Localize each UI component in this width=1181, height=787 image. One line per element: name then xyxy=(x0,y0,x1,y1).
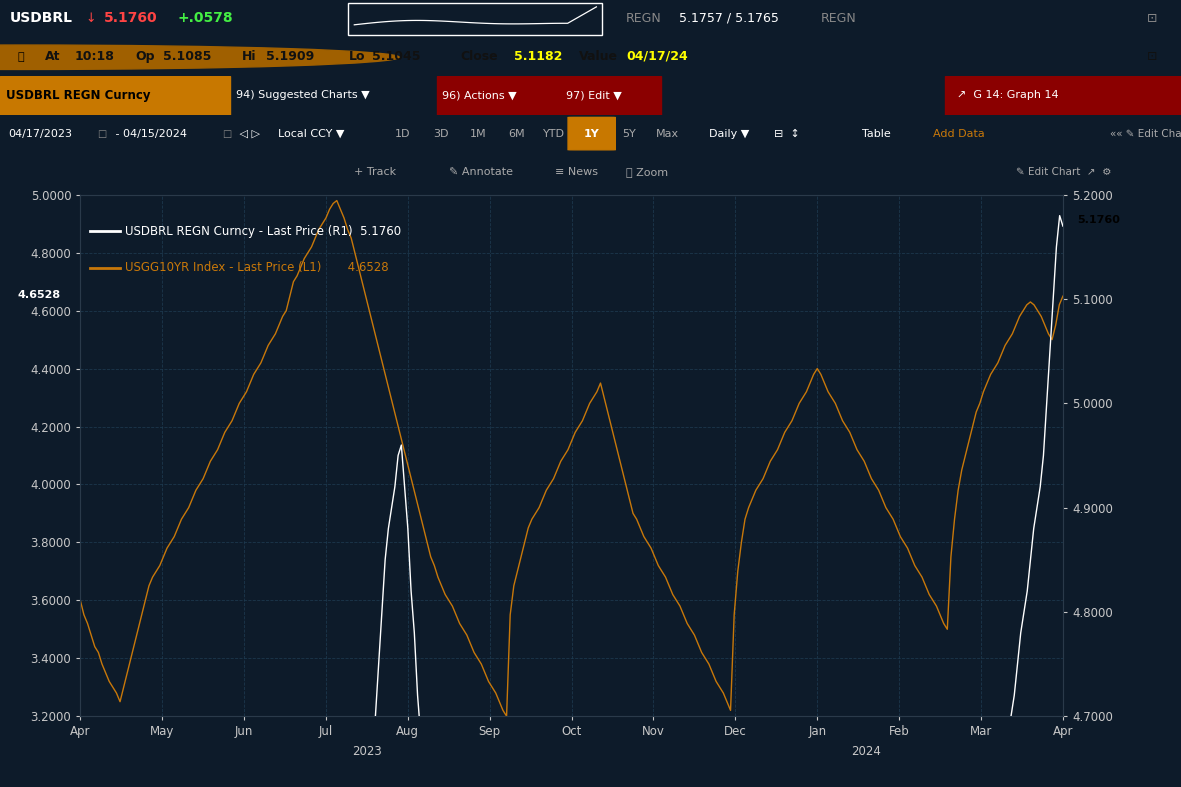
FancyBboxPatch shape xyxy=(568,117,615,150)
Bar xyxy=(348,3,602,35)
Text: ◁ ▷: ◁ ▷ xyxy=(236,128,260,139)
Text: 🔔: 🔔 xyxy=(18,52,25,62)
Text: Lo: Lo xyxy=(348,50,365,63)
Bar xyxy=(945,76,1181,114)
Text: REGN: REGN xyxy=(821,12,856,25)
Text: Value: Value xyxy=(579,50,618,63)
Text: Daily ▼: Daily ▼ xyxy=(709,128,749,139)
Bar xyxy=(561,76,661,114)
Text: Add Data: Add Data xyxy=(933,128,985,139)
Text: ⊡: ⊡ xyxy=(1147,12,1157,25)
Text: ↓: ↓ xyxy=(85,12,96,25)
Text: 2024: 2024 xyxy=(852,745,881,758)
Text: 1D: 1D xyxy=(394,128,411,139)
Text: ⊟  ↕: ⊟ ↕ xyxy=(774,128,800,139)
Text: ≡ News: ≡ News xyxy=(555,167,598,177)
Text: 96) Actions ▼: 96) Actions ▼ xyxy=(442,91,516,101)
Text: Op: Op xyxy=(136,50,156,63)
Text: ✎ Edit Chart  ↗  ⚙: ✎ Edit Chart ↗ ⚙ xyxy=(1016,167,1111,177)
Text: 3D: 3D xyxy=(432,128,449,139)
Text: 4.6528: 4.6528 xyxy=(18,290,60,301)
Text: Max: Max xyxy=(655,128,679,139)
Text: Close: Close xyxy=(461,50,498,63)
Text: 5.1760: 5.1760 xyxy=(1077,215,1120,225)
Text: ↗  G 14: Graph 14: ↗ G 14: Graph 14 xyxy=(957,91,1058,101)
Text: USGG10YR Index - Last Price (L1)       4.6528: USGG10YR Index - Last Price (L1) 4.6528 xyxy=(124,261,389,275)
Text: 97) Edit ▼: 97) Edit ▼ xyxy=(566,91,621,101)
Text: REGN: REGN xyxy=(626,12,661,25)
Text: 5.1182: 5.1182 xyxy=(514,50,562,63)
Text: 1M: 1M xyxy=(470,128,487,139)
Text: Local CCY ▼: Local CCY ▼ xyxy=(278,128,344,139)
Text: ⊡: ⊡ xyxy=(1147,50,1157,63)
Text: 5.1045: 5.1045 xyxy=(372,50,420,63)
Text: USDBRL REGN Curncy - Last Price (R1)  5.1760: USDBRL REGN Curncy - Last Price (R1) 5.1… xyxy=(124,225,400,238)
Text: Table: Table xyxy=(862,128,890,139)
Text: At: At xyxy=(45,50,60,63)
Text: - 04/15/2024: - 04/15/2024 xyxy=(112,128,188,139)
Text: 5.1757 / 5.1765: 5.1757 / 5.1765 xyxy=(679,12,779,25)
Text: 5.1760: 5.1760 xyxy=(104,11,157,25)
Text: 🔍 Zoom: 🔍 Zoom xyxy=(626,167,668,177)
Text: Hi: Hi xyxy=(242,50,256,63)
Text: 04/17/2023: 04/17/2023 xyxy=(8,128,72,139)
Text: ✎ Annotate: ✎ Annotate xyxy=(449,167,513,177)
Text: 5.1909: 5.1909 xyxy=(266,50,314,63)
Text: □: □ xyxy=(222,128,231,139)
Text: 2023: 2023 xyxy=(352,745,381,758)
Text: YTD: YTD xyxy=(543,128,565,139)
Text: USDBRL: USDBRL xyxy=(9,11,72,25)
Text: 5.1085: 5.1085 xyxy=(163,50,211,63)
Text: 6M: 6M xyxy=(508,128,524,139)
Text: 1Y: 1Y xyxy=(583,128,600,139)
Text: 94) Suggested Charts ▼: 94) Suggested Charts ▼ xyxy=(236,91,370,101)
Text: 10:18: 10:18 xyxy=(74,50,115,63)
Text: «« ✎ Edit Chart: «« ✎ Edit Chart xyxy=(1110,128,1181,139)
Text: + Track: + Track xyxy=(354,167,397,177)
Text: 04/17/24: 04/17/24 xyxy=(626,50,687,63)
Text: 5Y: 5Y xyxy=(622,128,637,139)
Bar xyxy=(437,76,561,114)
Text: □: □ xyxy=(97,128,106,139)
Circle shape xyxy=(0,45,399,69)
Text: +.0578: +.0578 xyxy=(177,11,233,25)
Text: USDBRL REGN Curncy: USDBRL REGN Curncy xyxy=(6,89,150,102)
Bar xyxy=(0,76,230,114)
